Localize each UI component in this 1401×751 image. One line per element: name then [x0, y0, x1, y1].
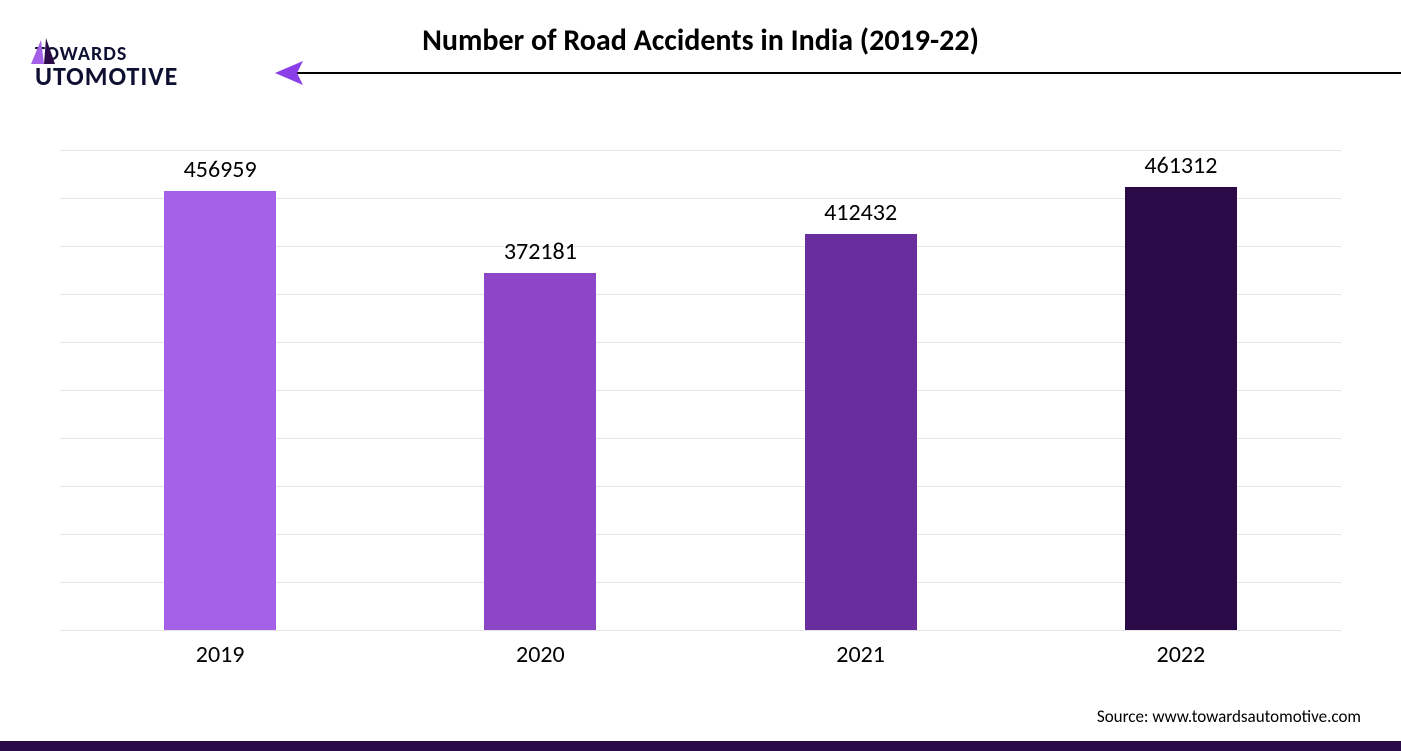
source-text: Source: www.towardsautomotive.com: [1097, 706, 1361, 727]
bar-value-label: 412432: [824, 198, 897, 227]
x-axis-label: 2020: [380, 640, 700, 669]
gridline: [60, 630, 1341, 631]
bar-value-label: 372181: [504, 237, 577, 266]
bar-value-label: 461312: [1144, 151, 1217, 180]
bar-slot: 461312: [1021, 150, 1341, 630]
arrow-left-icon: [275, 59, 305, 87]
bottom-strip: [0, 741, 1401, 751]
x-axis: 2019202020212022: [60, 640, 1341, 669]
x-axis-label: 2021: [701, 640, 1021, 669]
chart-title: Number of Road Accidents in India (2019-…: [0, 22, 1401, 59]
bars-container: 456959 372181 412432 461312: [60, 150, 1341, 630]
bar: 456959: [164, 191, 276, 630]
bar: 372181: [484, 273, 596, 630]
x-axis-label: 2019: [60, 640, 380, 669]
bar: 412432: [805, 234, 917, 630]
bar-slot: 456959: [60, 150, 380, 630]
logo-line2: UTOMOTIVE: [35, 64, 178, 89]
bar-slot: 412432: [701, 150, 1021, 630]
bar-slot: 372181: [380, 150, 700, 630]
header: TOWARDS UTOMOTIVE Number of Road Acciden…: [0, 0, 1401, 110]
x-axis-label: 2022: [1021, 640, 1341, 669]
title-underline: [290, 72, 1401, 74]
bar: 461312: [1125, 187, 1237, 630]
bar-value-label: 456959: [184, 155, 257, 184]
bar-chart: 456959 372181 412432 461312: [60, 150, 1341, 630]
